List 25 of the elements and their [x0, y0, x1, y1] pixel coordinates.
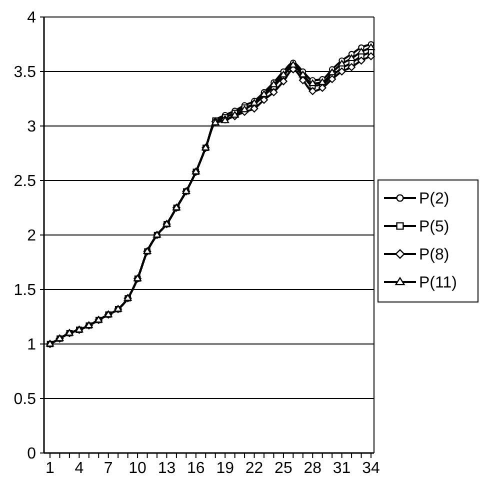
x-tick-label: 10 — [128, 460, 147, 477]
x-tick-label: 28 — [304, 460, 322, 477]
y-tick-label: 4 — [27, 10, 36, 27]
x-tick-label: 22 — [245, 460, 264, 477]
x-tick-label: 13 — [158, 460, 176, 477]
x-tick-label: 31 — [332, 460, 351, 477]
x-tick-label: 16 — [187, 460, 205, 477]
y-tick-label: 1 — [27, 336, 36, 354]
legend-label: P(2) — [419, 190, 450, 208]
y-tick-label: 3.5 — [14, 64, 36, 82]
y-tick-label: 0 — [27, 446, 36, 463]
x-tick-label: 34 — [362, 460, 380, 477]
legend-label: P(11) — [419, 274, 457, 292]
x-tick-label: 25 — [274, 460, 292, 477]
legend-label: P(8) — [419, 246, 450, 264]
y-tick-label: 2 — [27, 228, 36, 245]
y-tick-label: 1.5 — [14, 282, 36, 300]
x-tick-label: 7 — [104, 460, 113, 477]
x-tick-label: 4 — [74, 460, 84, 477]
y-tick-label: 2.5 — [14, 173, 36, 190]
y-tick-label: 0.5 — [14, 391, 36, 408]
legend-label: P(5) — [419, 218, 450, 236]
x-tick-label: 19 — [216, 460, 234, 477]
x-tick-label: 1 — [46, 460, 55, 477]
y-tick-label: 3 — [27, 118, 36, 136]
